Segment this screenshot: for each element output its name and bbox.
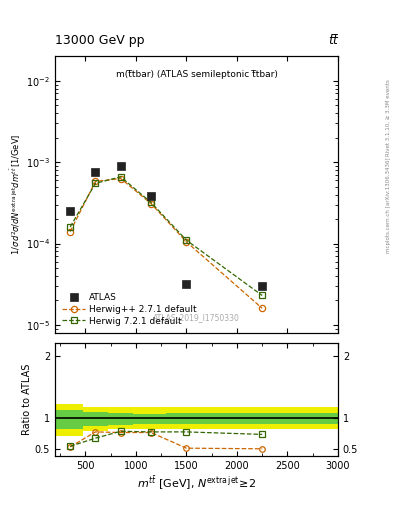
Herwig 7.2.1 default bbox=[149, 199, 153, 205]
Y-axis label: Ratio to ATLAS: Ratio to ATLAS bbox=[22, 364, 32, 435]
ATLAS bbox=[68, 208, 73, 214]
Herwig 7.2.1 default bbox=[184, 237, 189, 243]
ATLAS bbox=[184, 281, 189, 287]
Herwig++ 2.7.1 default bbox=[184, 239, 189, 245]
ATLAS bbox=[118, 163, 123, 169]
Herwig++ 2.7.1 default bbox=[260, 305, 264, 311]
Herwig++ 2.7.1 default bbox=[68, 228, 73, 234]
ATLAS bbox=[149, 194, 153, 200]
Herwig 7.2.1 default bbox=[68, 224, 73, 230]
Line: Herwig 7.2.1 default: Herwig 7.2.1 default bbox=[67, 174, 265, 298]
X-axis label: $m^{t\bar{t}}$ [GeV], $N^{\mathrm{extra\,jet}}\!\geq\!2$: $m^{t\bar{t}}$ [GeV], $N^{\mathrm{extra\… bbox=[137, 475, 256, 492]
Herwig++ 2.7.1 default bbox=[93, 178, 98, 184]
Text: Rivet 3.1.10, ≥ 3.3M events: Rivet 3.1.10, ≥ 3.3M events bbox=[386, 79, 391, 156]
Line: Herwig++ 2.7.1 default: Herwig++ 2.7.1 default bbox=[67, 176, 265, 311]
Text: ATLAS_2019_I1750330: ATLAS_2019_I1750330 bbox=[153, 313, 240, 322]
Y-axis label: $1/\sigma\,d^2\!\sigma/dN^{\mathrm{extra\,jet}}dm^{t\bar{t}}\,[\mathrm{1/GeV}]$: $1/\sigma\,d^2\!\sigma/dN^{\mathrm{extra… bbox=[9, 134, 23, 255]
Text: mcplots.cern.ch [arXiv:1306.3436]: mcplots.cern.ch [arXiv:1306.3436] bbox=[386, 157, 391, 252]
Legend: ATLAS, Herwig++ 2.7.1 default, Herwig 7.2.1 default: ATLAS, Herwig++ 2.7.1 default, Herwig 7.… bbox=[59, 290, 200, 328]
Herwig 7.2.1 default bbox=[118, 174, 123, 180]
Text: m(t̅tbar) (ATLAS semileptonic t̅tbar): m(t̅tbar) (ATLAS semileptonic t̅tbar) bbox=[116, 70, 277, 79]
ATLAS bbox=[260, 283, 264, 289]
Line: ATLAS: ATLAS bbox=[66, 162, 266, 290]
Herwig++ 2.7.1 default bbox=[118, 176, 123, 182]
Herwig 7.2.1 default bbox=[93, 180, 98, 186]
Text: tt̅: tt̅ bbox=[328, 34, 338, 47]
Text: 13000 GeV pp: 13000 GeV pp bbox=[55, 34, 145, 47]
Herwig 7.2.1 default bbox=[260, 292, 264, 298]
ATLAS bbox=[93, 169, 98, 176]
Herwig++ 2.7.1 default bbox=[149, 201, 153, 207]
